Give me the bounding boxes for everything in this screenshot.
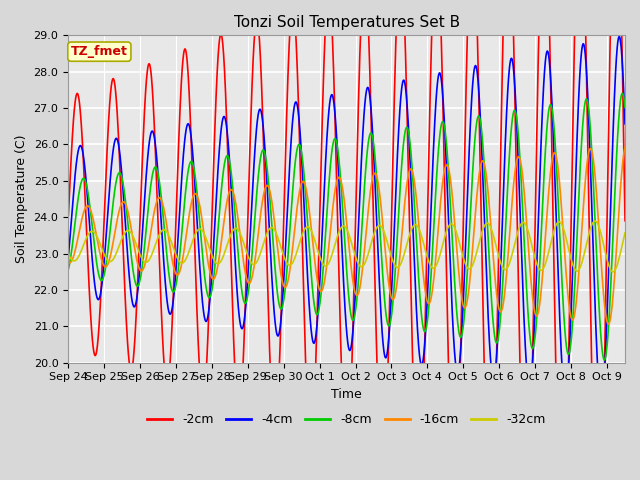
-32cm xyxy=(93,233,100,239)
Line: -4cm: -4cm xyxy=(68,36,625,401)
-8cm xyxy=(503,204,511,209)
Line: -2cm: -2cm xyxy=(68,0,625,480)
-4cm xyxy=(605,252,613,257)
-8cm xyxy=(605,314,613,320)
-8cm xyxy=(335,156,343,162)
-4cm xyxy=(93,293,100,299)
-16cm xyxy=(320,280,328,286)
-16cm xyxy=(335,174,343,180)
-4cm xyxy=(621,121,629,127)
Y-axis label: Soil Temperature (C): Soil Temperature (C) xyxy=(15,135,28,263)
-4cm xyxy=(605,260,612,266)
X-axis label: Time: Time xyxy=(332,388,362,401)
-8cm xyxy=(621,105,629,110)
-2cm xyxy=(605,94,613,100)
-32cm xyxy=(320,263,328,268)
Line: -16cm: -16cm xyxy=(68,147,625,324)
-16cm xyxy=(64,259,72,265)
-32cm xyxy=(335,229,343,235)
-4cm xyxy=(598,398,605,404)
Legend: -2cm, -4cm, -8cm, -16cm, -32cm: -2cm, -4cm, -8cm, -16cm, -32cm xyxy=(142,408,551,431)
-16cm xyxy=(605,321,613,326)
-32cm xyxy=(503,266,511,272)
-32cm xyxy=(591,218,599,224)
-16cm xyxy=(503,270,511,276)
-2cm xyxy=(605,110,612,116)
Text: TZ_fmet: TZ_fmet xyxy=(71,45,128,58)
-32cm xyxy=(605,264,613,269)
-4cm xyxy=(64,256,72,262)
-16cm xyxy=(604,321,612,327)
-16cm xyxy=(605,321,612,327)
-4cm xyxy=(503,109,511,115)
-4cm xyxy=(335,178,343,184)
Line: -32cm: -32cm xyxy=(68,221,625,272)
-2cm xyxy=(320,55,328,60)
-8cm xyxy=(64,267,72,273)
-8cm xyxy=(618,90,626,96)
Title: Tonzi Soil Temperatures Set B: Tonzi Soil Temperatures Set B xyxy=(234,15,460,30)
-2cm xyxy=(64,218,72,224)
-32cm xyxy=(64,251,72,257)
-32cm xyxy=(621,230,629,236)
-8cm xyxy=(600,357,608,363)
-4cm xyxy=(615,34,623,39)
-2cm xyxy=(93,349,100,355)
-32cm xyxy=(605,263,612,268)
-16cm xyxy=(621,144,629,150)
-8cm xyxy=(93,260,100,265)
-4cm xyxy=(320,188,328,194)
-2cm xyxy=(621,218,629,224)
Line: -8cm: -8cm xyxy=(68,93,625,360)
-8cm xyxy=(605,319,612,324)
-16cm xyxy=(93,233,100,239)
-2cm xyxy=(335,272,343,277)
-32cm xyxy=(609,269,617,275)
-8cm xyxy=(320,252,328,258)
